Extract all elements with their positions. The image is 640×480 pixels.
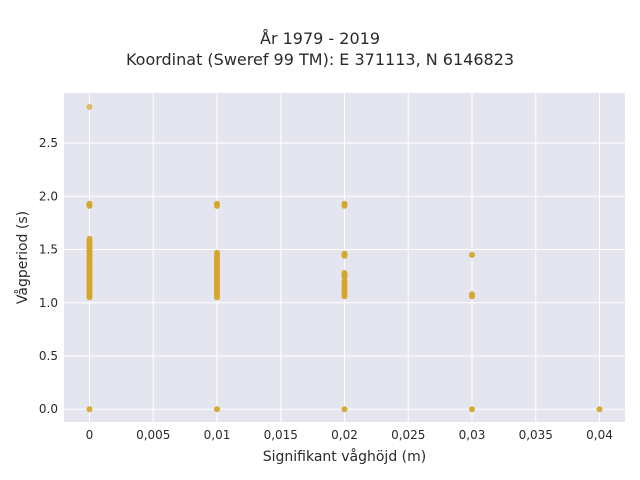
chart-title-line2: Koordinat (Sweref 99 TM): E 371113, N 61… (125, 50, 515, 69)
y-tick-label: 0.5 (39, 349, 58, 363)
x-tick-label: 0,03 (459, 428, 486, 442)
data-point (214, 294, 220, 301)
data-points (86, 103, 603, 413)
data-point (341, 293, 348, 300)
x-tick-label: 0,01 (204, 428, 231, 442)
data-point (341, 252, 348, 259)
x-tick-label: 0,005 (136, 428, 170, 442)
data-point (341, 202, 348, 209)
data-point (469, 293, 475, 300)
data-point (86, 103, 93, 110)
data-point (86, 294, 93, 301)
gridlines (64, 93, 625, 422)
x-tick-label: 0,035 (519, 428, 553, 442)
y-tick-label: 2.0 (39, 189, 58, 203)
x-axis-title: Signifikant våghöjd (m) (263, 448, 426, 465)
data-point (86, 202, 93, 209)
data-point (214, 406, 220, 413)
data-point (469, 251, 475, 258)
y-tick-label: 1.0 (39, 296, 58, 310)
x-tick-label: 0 (86, 428, 94, 442)
y-axis-title: Vågperiod (s) (14, 211, 31, 304)
data-point (341, 406, 348, 413)
y-tick-label: 2.5 (39, 136, 58, 150)
data-point (214, 202, 220, 209)
x-tick-label: 0,04 (586, 428, 613, 442)
y-axis-ticks: 0.0 0.5 1.0 1.5 2.0 2.5 (39, 136, 58, 416)
data-point (341, 274, 348, 281)
data-point (86, 406, 93, 413)
x-axis-ticks: 0 0,005 0,01 0,015 0,02 0,025 0,03 0,035 0,04 (86, 428, 613, 442)
chart-title-line1: År 1979 - 2019 (260, 29, 380, 48)
x-tick-label: 0,02 (331, 428, 358, 442)
y-tick-label: 0.0 (39, 402, 58, 416)
data-point (596, 406, 603, 413)
x-tick-label: 0,025 (391, 428, 425, 442)
y-tick-label: 1.5 (39, 243, 58, 257)
data-point (469, 406, 475, 413)
x-tick-label: 0,015 (264, 428, 298, 442)
